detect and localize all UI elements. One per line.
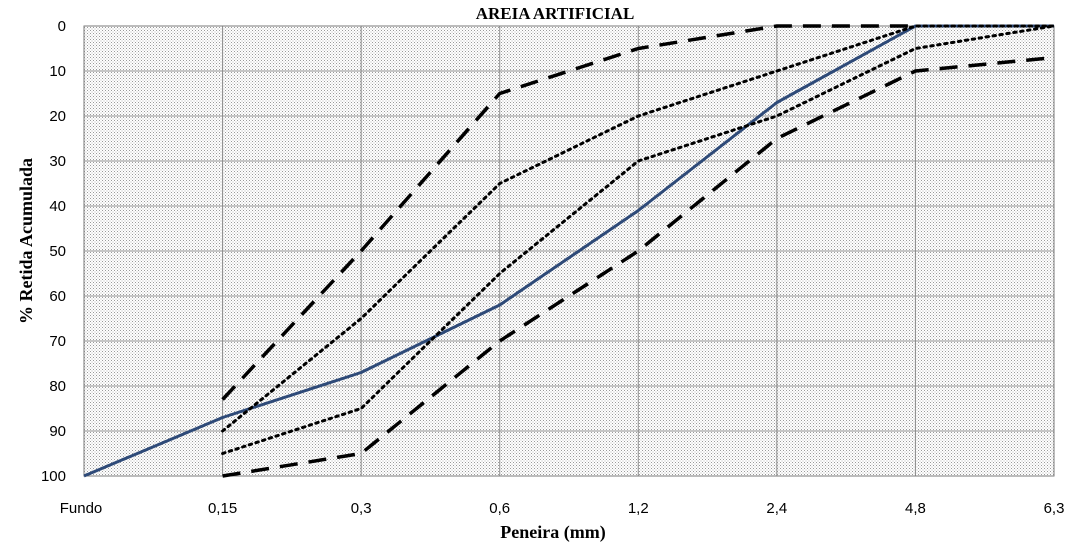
- x-tick-label: 0,3: [351, 500, 372, 517]
- chart-title: AREIA ARTIFICIAL: [476, 4, 635, 23]
- x-tick-label: 4,8: [905, 500, 926, 517]
- y-tick-label: 30: [49, 153, 66, 170]
- x-tick-label: 6,3: [1044, 500, 1065, 517]
- y-tick-label: 20: [49, 108, 66, 125]
- series-layer: [83, 24, 1056, 478]
- x-tick-label: 0,15: [208, 500, 237, 517]
- y-tick-label: 60: [49, 288, 66, 305]
- y-tick-label: 70: [49, 333, 66, 350]
- x-tick-label: 2,4: [766, 500, 787, 517]
- plot-border: [83, 25, 1055, 477]
- x-axis-label: Peneira (mm): [500, 522, 605, 543]
- x-tick-labels: Fundo 0,15 0,3 0,6 1,2 2,4 4,8 6,3: [60, 500, 1065, 517]
- gridlines: [83, 25, 1055, 477]
- x-tick-label: 0,6: [489, 500, 510, 517]
- y-tick-label: 0: [58, 18, 66, 35]
- y-tick-label: 40: [49, 198, 66, 215]
- y-tick-label: 10: [49, 63, 66, 80]
- y-tick-label: 90: [49, 423, 66, 440]
- x-tick-label: Fundo: [60, 500, 103, 517]
- series-line-dashed-2: [222, 55, 1055, 478]
- x-tick-label: 1,2: [628, 500, 649, 517]
- y-tick-label: 80: [49, 378, 66, 395]
- y-axis-label: % Retida Acumulada: [16, 158, 36, 324]
- series-line-dotted-4: [221, 24, 1056, 455]
- series-line-dotted-3: [221, 24, 1056, 433]
- series-line-solid-0: [83, 24, 1054, 478]
- y-tick-labels: 0 10 20 30 40 50 60 70 80 90 100: [41, 18, 66, 485]
- y-tick-label: 50: [49, 243, 66, 260]
- y-tick-label: 100: [41, 468, 66, 485]
